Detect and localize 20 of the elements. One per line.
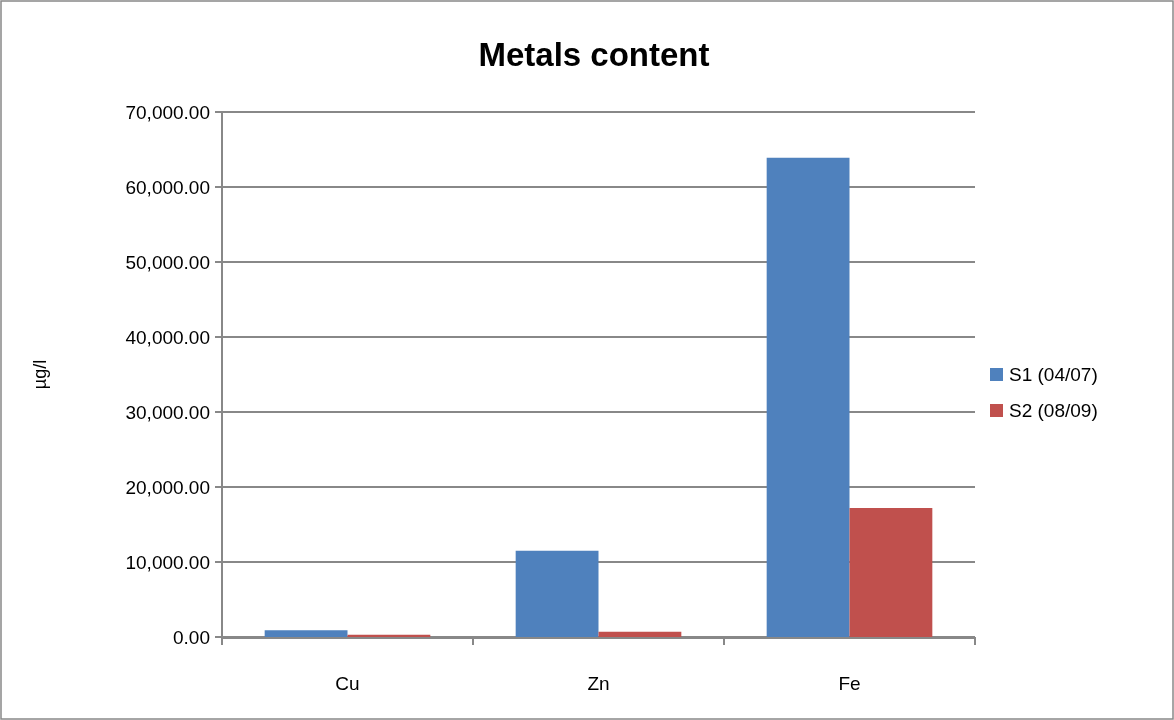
bar [515, 550, 599, 637]
y-tick-label: 20,000.00 [125, 476, 210, 498]
y-tick-label: 30,000.00 [125, 401, 210, 423]
legend-label: S2 (08/09) [1009, 399, 1098, 421]
bar [849, 508, 933, 637]
y-tick-label: 0.00 [173, 626, 210, 648]
y-tick-label: 60,000.00 [125, 176, 210, 198]
y-tick-label: 40,000.00 [125, 326, 210, 348]
y-tick-label: 70,000.00 [125, 101, 210, 123]
bar [766, 157, 850, 637]
y-axis-title: µg/l [30, 359, 50, 390]
bar [598, 631, 682, 637]
y-tick-label: 10,000.00 [125, 551, 210, 573]
bar [264, 630, 348, 637]
x-tick-label: Cu [335, 673, 360, 694]
legend-label: S1 (04/07) [1009, 363, 1098, 385]
y-tick-label: 50,000.00 [125, 251, 210, 273]
x-tick-label: Zn [587, 673, 610, 694]
chart-title: Metals content [478, 36, 710, 73]
x-tick-label: Fe [838, 673, 861, 694]
